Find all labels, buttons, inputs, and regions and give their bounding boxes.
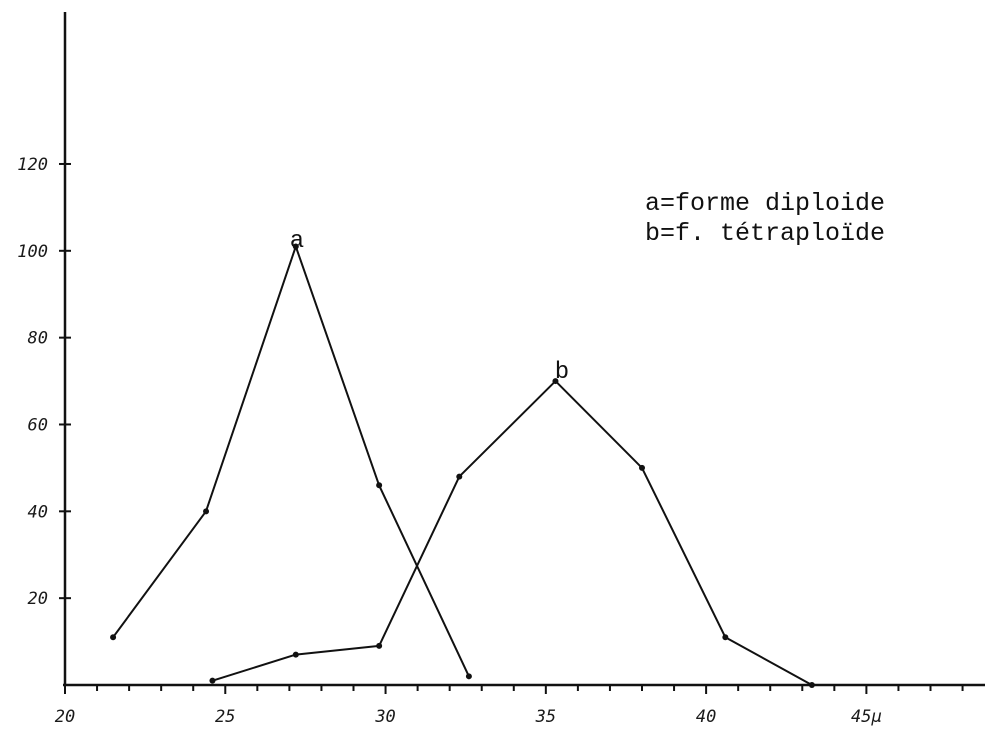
chart-axes — [63, 12, 985, 685]
x-tick-label: 45μ — [851, 707, 882, 727]
data-point-b — [809, 682, 815, 688]
data-point-b — [293, 652, 299, 658]
legend-entry-a: a=forme diploide — [645, 189, 885, 218]
series-tags: a b — [290, 228, 569, 386]
x-tick-label: 20 — [55, 707, 75, 727]
y-axis-ticks: 20 40 60 80 100 120 — [17, 155, 71, 609]
y-tick-label: 120 — [17, 155, 48, 175]
x-tick-label: 35 — [535, 707, 556, 727]
y-tick-label: 60 — [28, 415, 48, 435]
series-tag-a: a — [290, 228, 304, 255]
data-point-b — [639, 465, 645, 471]
data-point-b — [376, 643, 382, 649]
x-tick-label: 40 — [696, 707, 716, 727]
data-point-a — [466, 673, 472, 679]
data-point-a — [110, 634, 116, 640]
data-point-a — [376, 482, 382, 488]
data-point-a — [203, 508, 209, 514]
legend: a=forme diploide b=f. tétraploïde — [645, 189, 885, 248]
y-tick-label: 80 — [28, 329, 48, 349]
data-point-b — [209, 678, 215, 684]
x-tick-label: 30 — [374, 707, 395, 727]
data-point-b — [722, 634, 728, 640]
data-point-b — [456, 474, 462, 480]
y-tick-label: 100 — [17, 242, 48, 262]
x-axis-ticks: 20 25 30 35 40 45μ — [55, 685, 963, 727]
legend-entry-b: b=f. tétraploïde — [645, 219, 885, 248]
series-tag-b: b — [555, 359, 569, 386]
y-tick-label: 20 — [28, 589, 48, 609]
series-line-b — [213, 381, 812, 685]
x-tick-label: 25 — [215, 707, 235, 727]
series-layer — [110, 243, 815, 688]
series-line-a — [113, 247, 469, 677]
y-tick-label: 40 — [28, 502, 48, 522]
